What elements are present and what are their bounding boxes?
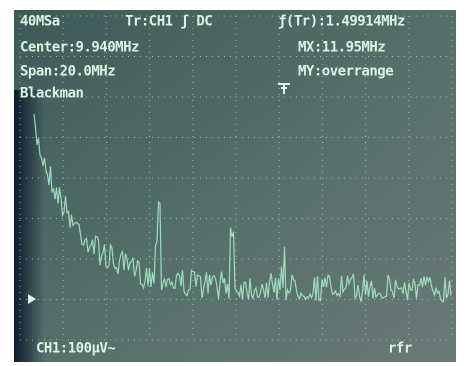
marker-x: MX:11.95MHz	[298, 40, 385, 56]
screen-shadow	[14, 90, 44, 362]
status: rfr	[388, 341, 412, 357]
page: 40MSa Center:9.940MHz Span:20.0MHz Black…	[0, 0, 467, 366]
center-frequency: Center:9.940MHz	[20, 40, 139, 56]
trigger-frequency: ƒ(Tr):1.49914MHz	[278, 14, 405, 30]
sample-rate: 40MSa	[20, 14, 60, 30]
channel-scale: CH1:100µV~	[36, 341, 115, 357]
trigger: Tr:CH1 ʃ DC	[125, 14, 212, 30]
span: Span:20.0MHz	[20, 64, 115, 80]
window: Blackman	[20, 86, 84, 102]
marker-y: MY:overrange	[298, 64, 393, 80]
oscilloscope-photo: 40MSa Center:9.940MHz Span:20.0MHz Black…	[0, 0, 467, 366]
